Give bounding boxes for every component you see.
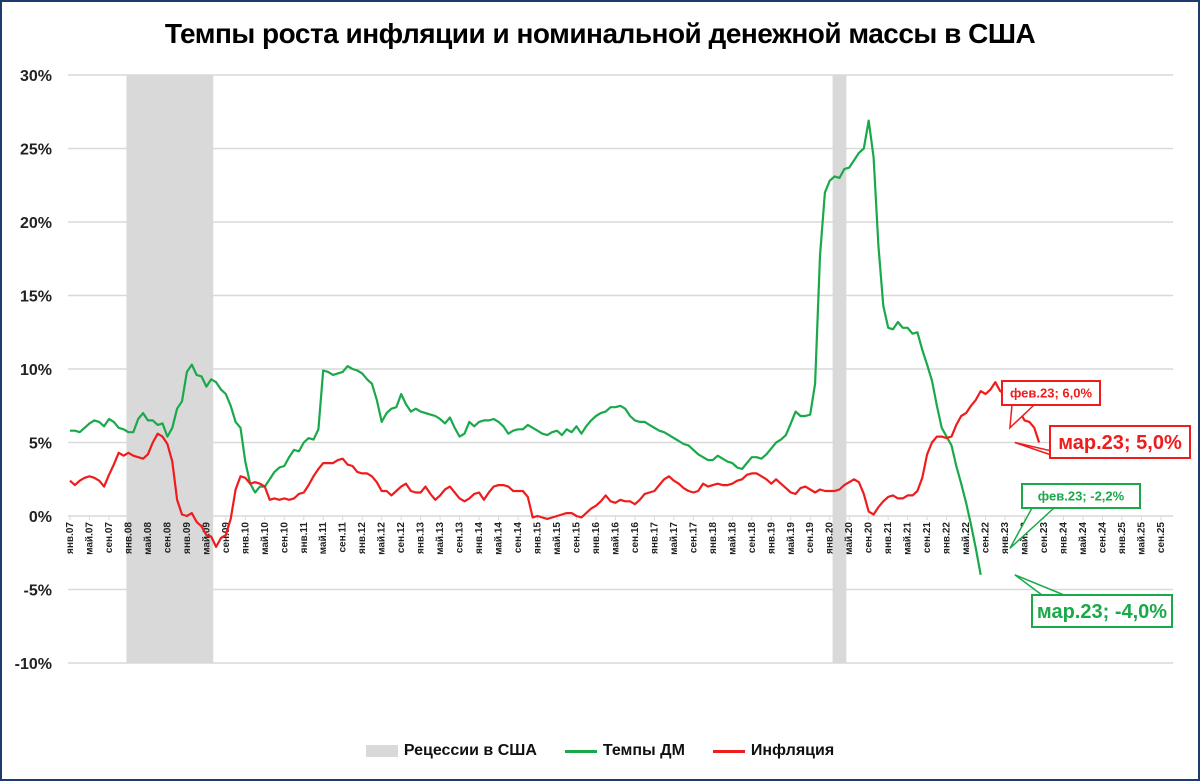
callout-label: мар.23; 5,0% (1058, 432, 1182, 454)
callout-label: мар.23; -4,0% (1037, 601, 1167, 623)
red-line-swatch-icon (712, 749, 745, 753)
y-tick-label: -10% (15, 656, 52, 673)
x-tick-label: сен.08 (162, 522, 173, 554)
x-tick-label: янв.10 (240, 522, 251, 554)
y-tick-label: 25% (20, 142, 52, 159)
x-tick-label: янв.21 (883, 522, 894, 554)
legend-label: Рецессии в США (403, 742, 537, 759)
y-tick-label: 30% (20, 68, 52, 85)
x-tick-label: май.09 (201, 522, 212, 555)
series-line (70, 119, 982, 575)
legend-label: Инфляция (750, 742, 835, 759)
x-tick-label: май.14 (494, 522, 505, 555)
gridlines (68, 74, 1173, 664)
series-lines (69, 119, 1041, 575)
x-tick-label: сен.22 (981, 522, 992, 554)
data-callout: фев.23; -2,2% (1009, 483, 1141, 549)
y-tick-label: -5% (24, 583, 52, 600)
chart-title: Темпы роста инфляции и номинальной денеж… (164, 18, 1036, 49)
x-tick-label: май.15 (552, 522, 563, 555)
x-tick-label: сен.15 (571, 522, 582, 554)
legend-label: Темпы ДМ (602, 742, 685, 759)
x-tick-label: май.22 (961, 522, 972, 555)
x-tick-label: сен.20 (864, 522, 875, 554)
x-tick-label: янв.20 (825, 522, 836, 554)
x-tick-label: янв.11 (299, 522, 310, 554)
x-tick-label: сен.25 (1156, 522, 1167, 554)
legend-item-recession: Рецессии в США (365, 742, 537, 760)
x-tick-label: май.16 (610, 522, 621, 555)
x-tick-label: май.17 (669, 522, 680, 555)
x-tick-label: май.08 (143, 522, 154, 555)
data-callout: фев.23; 6,0% (1001, 380, 1101, 430)
series-line (69, 381, 1041, 549)
x-tick-label: сен.21 (922, 522, 933, 554)
x-tick-label: сен.18 (747, 522, 758, 554)
x-tick-label: май.18 (727, 522, 738, 555)
legend-item-m2: Темпы ДМ (564, 742, 685, 760)
x-tick-label: янв.14 (474, 522, 485, 554)
data-callouts: фев.23; 6,0% мар.23; 5,0% фев.23; -2,2% мар… (1001, 380, 1191, 628)
x-tick-label: сен.17 (688, 522, 699, 554)
callout-label: фев.23; -2,2% (1038, 489, 1125, 504)
recession-swatch-icon (365, 745, 398, 757)
green-line-swatch-icon (564, 749, 597, 753)
x-tick-label: сен.14 (513, 522, 524, 554)
x-tick-label: янв.09 (182, 522, 193, 554)
x-tick-label: май.20 (844, 522, 855, 555)
x-tick-label: май.10 (260, 522, 271, 555)
y-tick-label: 0% (29, 509, 52, 526)
data-callout: мар.23; -4,0% (1014, 574, 1173, 628)
x-tick-label: сен.10 (279, 522, 290, 554)
x-tick-label: сен.12 (396, 522, 407, 554)
x-tick-label: сен.11 (338, 522, 349, 553)
x-tick-label: май.23 (1020, 522, 1031, 555)
x-tick-label: май.12 (377, 522, 388, 555)
y-tick-label: 15% (20, 289, 52, 306)
callout-label: фев.23; 6,0% (1010, 386, 1093, 401)
x-tick-label: сен.16 (630, 522, 641, 554)
x-tick-label: янв.15 (533, 522, 544, 554)
x-axis: янв.07 май.07 сен.07 янв.08 май.08 сен.08 янв.… (65, 516, 1167, 555)
x-tick-label: янв.07 (65, 522, 76, 554)
x-tick-label: сен.13 (455, 522, 466, 554)
x-tick-label: май.24 (1078, 522, 1089, 555)
x-tick-label: май.19 (786, 522, 797, 555)
x-tick-label: сен.07 (104, 522, 115, 554)
y-tick-label: 5% (29, 436, 52, 453)
x-tick-label: янв.18 (708, 522, 719, 554)
x-tick-label: сен.19 (805, 522, 816, 554)
x-tick-label: янв.22 (942, 522, 953, 554)
x-tick-label: сен.09 (221, 522, 232, 554)
x-tick-label: янв.08 (123, 522, 134, 554)
y-axis: 30% 25% 20% 15% 10% 5% 0% -5% -10% (15, 68, 52, 673)
x-tick-label: май.07 (84, 522, 95, 555)
legend-item-inflation: Инфляция (712, 742, 835, 760)
x-tick-label: янв.25 (1117, 522, 1128, 554)
x-tick-label: янв.17 (649, 522, 660, 554)
x-tick-label: май.25 (1136, 522, 1147, 555)
x-tick-label: янв.12 (357, 522, 368, 554)
x-tick-label: май.21 (903, 522, 914, 555)
x-tick-label: янв.19 (766, 522, 777, 554)
x-tick-label: янв.23 (1000, 522, 1011, 554)
x-tick-label: янв.24 (1058, 522, 1069, 554)
x-tick-label: сен.24 (1097, 522, 1108, 554)
x-tick-label: янв.13 (416, 522, 427, 554)
data-callout: мар.23; 5,0% (1014, 425, 1191, 459)
y-tick-label: 10% (20, 362, 52, 379)
legend: Рецессии в США Темпы ДМ Инфляция (0, 742, 1200, 760)
x-tick-label: май.11 (318, 522, 329, 555)
x-tick-label: янв.16 (591, 522, 602, 554)
x-tick-label: май.13 (435, 522, 446, 555)
x-tick-label: сен.23 (1039, 522, 1050, 554)
y-tick-label: 20% (20, 215, 52, 232)
